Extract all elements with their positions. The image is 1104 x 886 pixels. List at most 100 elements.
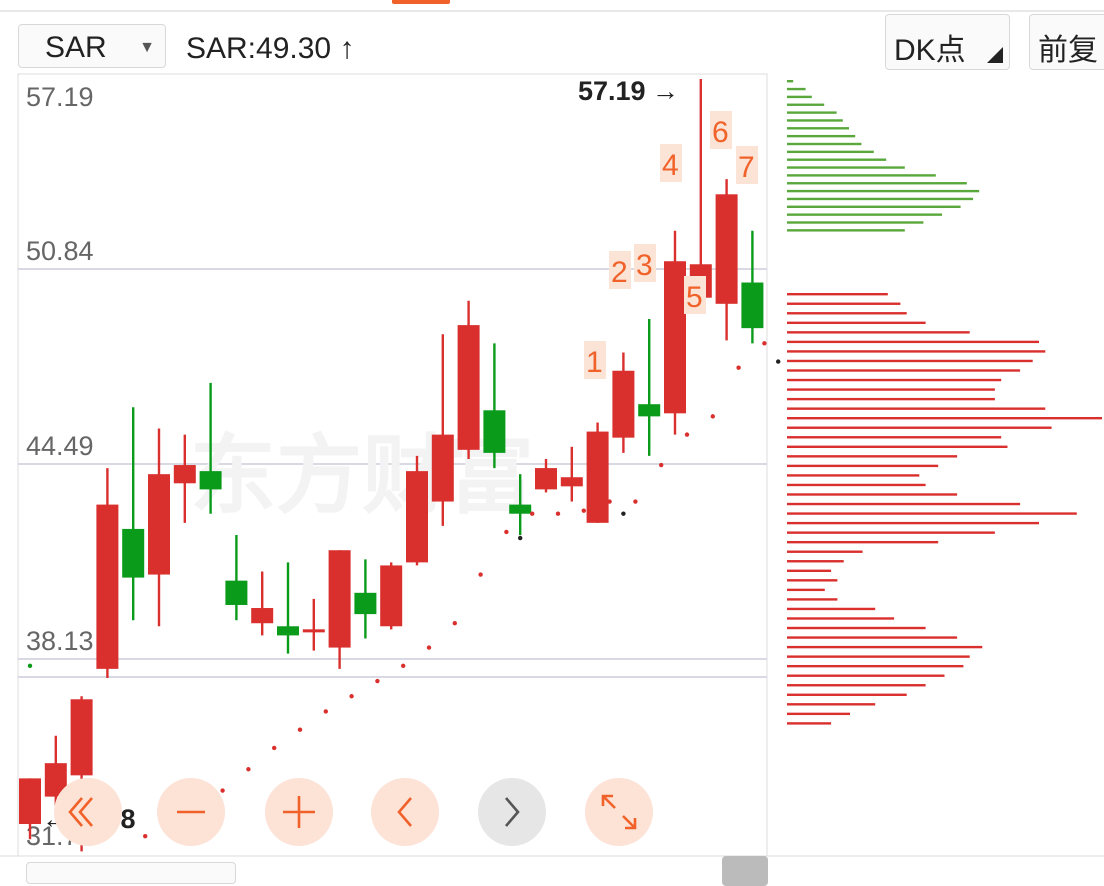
sar-dot [684,432,690,437]
volume-profile-bar-red [787,474,920,477]
indicator-select[interactable]: SAR ▼ [18,24,166,68]
low-marker-dot [518,535,523,541]
signal-label-bg [584,341,606,379]
volume-profile-bar-red [787,321,926,325]
volume-profile-bar-red [787,674,945,677]
candle-body [148,474,170,575]
volume-profile-bar-red [787,569,832,572]
volume-profile-bar-red [787,502,1021,506]
candle-body [380,565,403,627]
volume-profile-bar-red [787,607,876,611]
dk-points-button[interactable]: DK点 [885,14,1010,70]
signal-label: 3 [636,249,653,282]
candle-body [664,261,686,414]
volume-profile-bar-red [787,693,907,696]
candle-body [354,592,377,615]
signal-label: 1 [586,346,603,379]
candle-body [535,468,557,490]
corner-triangle-icon [987,47,1003,63]
volume-profile-bar-red [787,378,1002,382]
volume-profile-bar-green [787,174,936,177]
candle-body [199,471,222,490]
volume-profile-bar-green [787,182,967,185]
volume-profile-bar-red [787,302,901,305]
volume-profile-bar-red [787,483,926,487]
volume-profile-bar-green [787,80,794,83]
volume-profile-bar-red [787,636,958,639]
prev-button[interactable] [371,778,439,846]
low-marker-dot [776,359,781,364]
scroll-left-button[interactable] [54,778,122,846]
chevron-right-icon [505,797,520,827]
minus-icon [177,810,205,814]
volume-profile-bar-red [787,445,1008,449]
volume-profile-bar-red [787,416,1102,420]
volume-profile-bar-red [787,579,838,582]
volume-profile-bar-red [787,684,926,687]
y-axis-label: 57.19 [26,82,94,112]
arrow-up-icon: ↑ [339,32,355,65]
volume-profile-bar-red [787,464,939,468]
top-divider [0,10,1104,12]
volume-profile-bar-green [787,221,924,224]
double-chevron-left-icon [68,797,93,827]
sar-dot [401,663,406,669]
volume-profile-bar-red [787,588,825,592]
volume-profile-bar-red [787,598,838,601]
bottom-toggle[interactable] [722,856,768,886]
y-axis-label: 38.13 [26,626,94,656]
candle-body [96,504,119,669]
low-marker-dot [621,511,626,516]
zoom-out-button[interactable] [157,778,225,846]
y-axis-label: 44.49 [26,431,94,461]
candle-body [715,194,738,304]
sar-dot [375,678,380,684]
sar-dot [530,511,535,516]
candle-body [509,504,532,514]
candle-body [251,608,274,624]
fullscreen-button[interactable] [585,778,653,846]
sar-dot [323,709,328,714]
max-price-label: 57.19 [578,76,646,106]
volume-profile-bar-green [787,166,905,169]
candle-body [44,763,67,797]
volume-profile-bar-red [787,407,1046,410]
candle-body [277,626,299,636]
candle-body [560,477,583,487]
sar-dot [272,745,277,751]
indicator-value: SAR:49.30 ↑ [186,32,354,66]
sar-dot [659,462,664,468]
volume-profile-bar-green [787,127,849,130]
candle-body [457,325,480,450]
sar-dot [297,727,303,732]
volume-profile-bar-green [787,150,874,154]
signal-label-bg [736,146,758,184]
candle-body [612,370,635,438]
candle-body [586,431,609,523]
sar-dot [555,511,561,516]
adjust-label: 前复 [1038,34,1098,67]
volume-profile-bar-red [787,312,907,315]
volume-profile-bar-red [787,521,1039,525]
signal-label: 4 [662,149,679,182]
volume-profile-bar-green [787,158,887,161]
bottom-select[interactable] [26,862,236,884]
volume-profile-bar-red [787,560,844,563]
signal-label-bg [634,244,656,282]
volume-profile-bar-red [787,722,832,725]
sar-dot [452,621,457,626]
volume-profile-bar-red [787,712,850,716]
volume-profile-bar-green [787,197,973,201]
volume-profile-bar-green [787,95,812,99]
volume-profile-bar-red [787,645,983,649]
volume-profile-bar-red [787,369,1021,372]
y-axis-label: 50.84 [26,236,94,266]
volume-profile-bar-green [787,134,856,138]
sar-dot [143,833,148,839]
next-button[interactable] [478,778,546,846]
adjust-button[interactable]: 前复 [1029,14,1104,70]
zoom-in-button[interactable] [265,778,333,846]
caret-down-icon: ▼ [139,39,155,56]
sar-dot [220,788,225,793]
